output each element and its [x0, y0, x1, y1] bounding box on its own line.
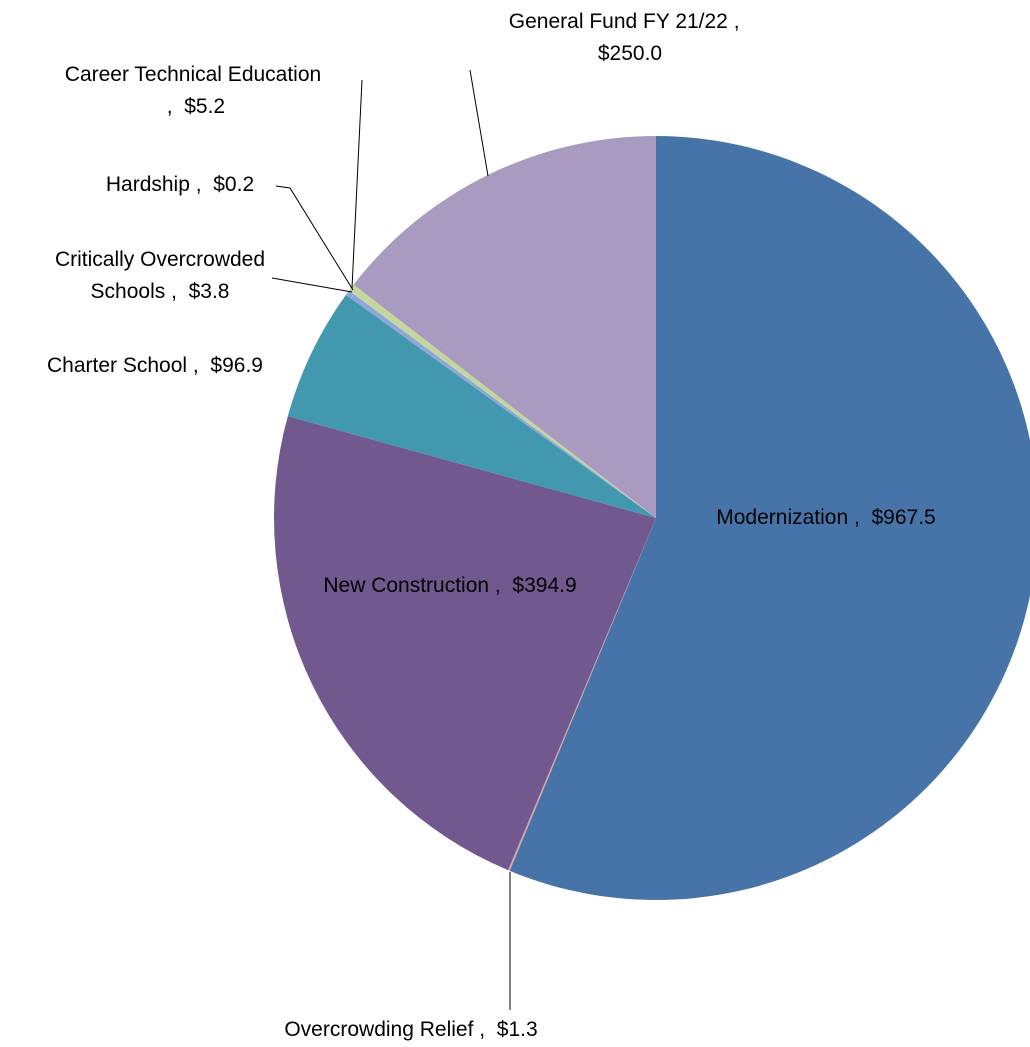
- slice-label: Overcrowding Relief , $1.3: [241, 1014, 581, 1046]
- value-label: $1.3: [496, 1018, 538, 1041]
- leader-line: [275, 185, 354, 291]
- label-separator: ,: [165, 280, 189, 303]
- label-separator: ,: [187, 354, 211, 377]
- label-separator: ,: [489, 574, 513, 597]
- pie-slice: [349, 290, 656, 518]
- slice-label: New Construction , $394.9: [280, 570, 620, 602]
- category-label: Critically Overcrowded Schools: [54, 248, 271, 303]
- slice-label: Career Technical Education , $5.2: [13, 59, 373, 123]
- pie-slice: [353, 136, 656, 518]
- label-separator: ,: [189, 173, 214, 196]
- leader-line: [469, 69, 489, 177]
- value-label: $5.2: [184, 95, 226, 118]
- pie-slice: [349, 284, 656, 518]
- category-label: Hardship: [105, 173, 190, 196]
- label-separator: ,: [473, 1018, 497, 1041]
- pie-slice: [507, 518, 656, 871]
- value-label: $0.2: [213, 173, 255, 196]
- category-label: General Fund FY 21/22: [508, 10, 728, 33]
- leader-line: [351, 79, 363, 289]
- slice-label: Charter School , $96.9: [5, 350, 305, 382]
- label-separator: ,: [160, 95, 185, 118]
- pie-slice: [287, 294, 656, 518]
- category-label: Charter School: [47, 354, 188, 377]
- slice-label: Critically Overcrowded Schools , $3.8: [15, 244, 305, 308]
- slice-label: Modernization , $967.5: [656, 502, 996, 534]
- value-label: $250.0: [597, 42, 663, 65]
- category-label: Modernization: [716, 506, 849, 529]
- label-separator: ,: [848, 506, 872, 529]
- label-separator: ,: [727, 10, 752, 33]
- pie-slice: [274, 416, 656, 871]
- value-label: $967.5: [871, 506, 936, 529]
- category-label: New Construction: [323, 574, 490, 597]
- category-label: Overcrowding Relief: [284, 1018, 474, 1041]
- value-label: $3.8: [188, 280, 230, 303]
- value-label: $96.9: [210, 354, 263, 377]
- pie-slice: [509, 136, 1030, 900]
- category-label: Career Technical Education: [64, 63, 322, 86]
- value-label: $394.9: [512, 574, 577, 597]
- pie-slice: [345, 290, 656, 518]
- leader-line: [271, 277, 353, 293]
- slice-label: General Fund FY 21/22 , $250.0: [450, 6, 810, 70]
- slice-label: Hardship , $0.2: [70, 169, 290, 201]
